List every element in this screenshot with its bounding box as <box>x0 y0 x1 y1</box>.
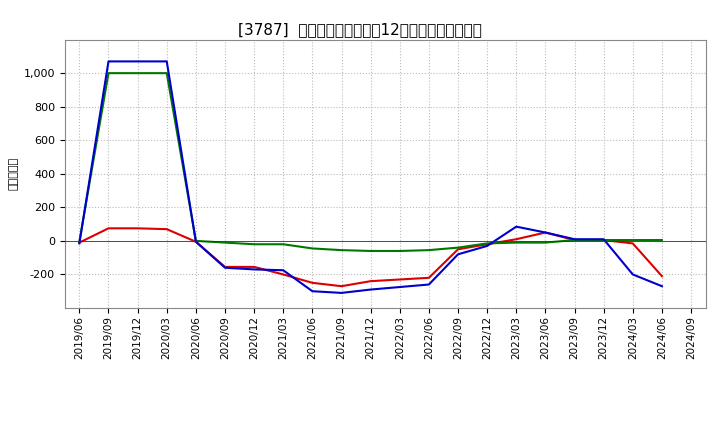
投資CF <box>337 247 346 253</box>
フリーCF <box>512 224 521 229</box>
フリーCF <box>657 283 666 289</box>
投資CF <box>541 240 550 245</box>
フリーCF <box>163 59 171 64</box>
営業CF <box>599 238 608 243</box>
フリーCF <box>220 265 229 270</box>
フリーCF <box>250 267 258 272</box>
フリーCF <box>308 289 317 294</box>
営業CF <box>570 238 579 243</box>
営業CF <box>629 241 637 246</box>
営業CF <box>163 227 171 232</box>
Line: 投資CF: 投資CF <box>79 73 662 251</box>
営業CF <box>512 237 521 242</box>
フリーCF <box>629 272 637 277</box>
投資CF <box>657 238 666 243</box>
フリーCF <box>133 59 142 64</box>
フリーCF <box>541 230 550 235</box>
営業CF <box>192 239 200 244</box>
投資CF <box>163 70 171 76</box>
フリーCF <box>75 241 84 246</box>
投資CF <box>104 70 113 76</box>
投資CF <box>279 242 287 247</box>
フリーCF <box>337 290 346 296</box>
投資CF <box>599 238 608 243</box>
営業CF <box>483 242 492 247</box>
投資CF <box>133 70 142 76</box>
フリーCF <box>454 252 462 257</box>
フリーCF <box>570 237 579 242</box>
フリーCF <box>104 59 113 64</box>
営業CF <box>133 226 142 231</box>
投資CF <box>570 238 579 243</box>
営業CF <box>308 280 317 286</box>
Y-axis label: （百万円）: （百万円） <box>8 157 18 191</box>
フリーCF <box>425 282 433 287</box>
投資CF <box>308 246 317 251</box>
フリーCF <box>395 284 404 290</box>
営業CF <box>250 264 258 270</box>
フリーCF <box>483 243 492 249</box>
営業CF <box>541 230 550 235</box>
フリーCF <box>279 268 287 273</box>
Line: 営業CF: 営業CF <box>79 228 662 286</box>
Text: [3787]  キャッシュフローの12か月移動合計の推移: [3787] キャッシュフローの12か月移動合計の推移 <box>238 22 482 37</box>
投資CF <box>395 248 404 253</box>
投資CF <box>366 248 375 253</box>
投資CF <box>483 241 492 246</box>
投資CF <box>192 238 200 244</box>
投資CF <box>512 240 521 245</box>
営業CF <box>337 283 346 289</box>
営業CF <box>279 272 287 277</box>
投資CF <box>250 242 258 247</box>
営業CF <box>425 275 433 280</box>
営業CF <box>220 264 229 270</box>
フリーCF <box>192 239 200 244</box>
営業CF <box>395 277 404 282</box>
投資CF <box>425 247 433 253</box>
営業CF <box>75 240 84 245</box>
投資CF <box>454 245 462 250</box>
投資CF <box>75 239 84 244</box>
営業CF <box>104 226 113 231</box>
営業CF <box>657 274 666 279</box>
投資CF <box>629 238 637 243</box>
営業CF <box>454 247 462 252</box>
営業CF <box>366 279 375 284</box>
フリーCF <box>366 287 375 292</box>
フリーCF <box>599 237 608 242</box>
Line: フリーCF: フリーCF <box>79 62 662 293</box>
投資CF <box>220 240 229 245</box>
